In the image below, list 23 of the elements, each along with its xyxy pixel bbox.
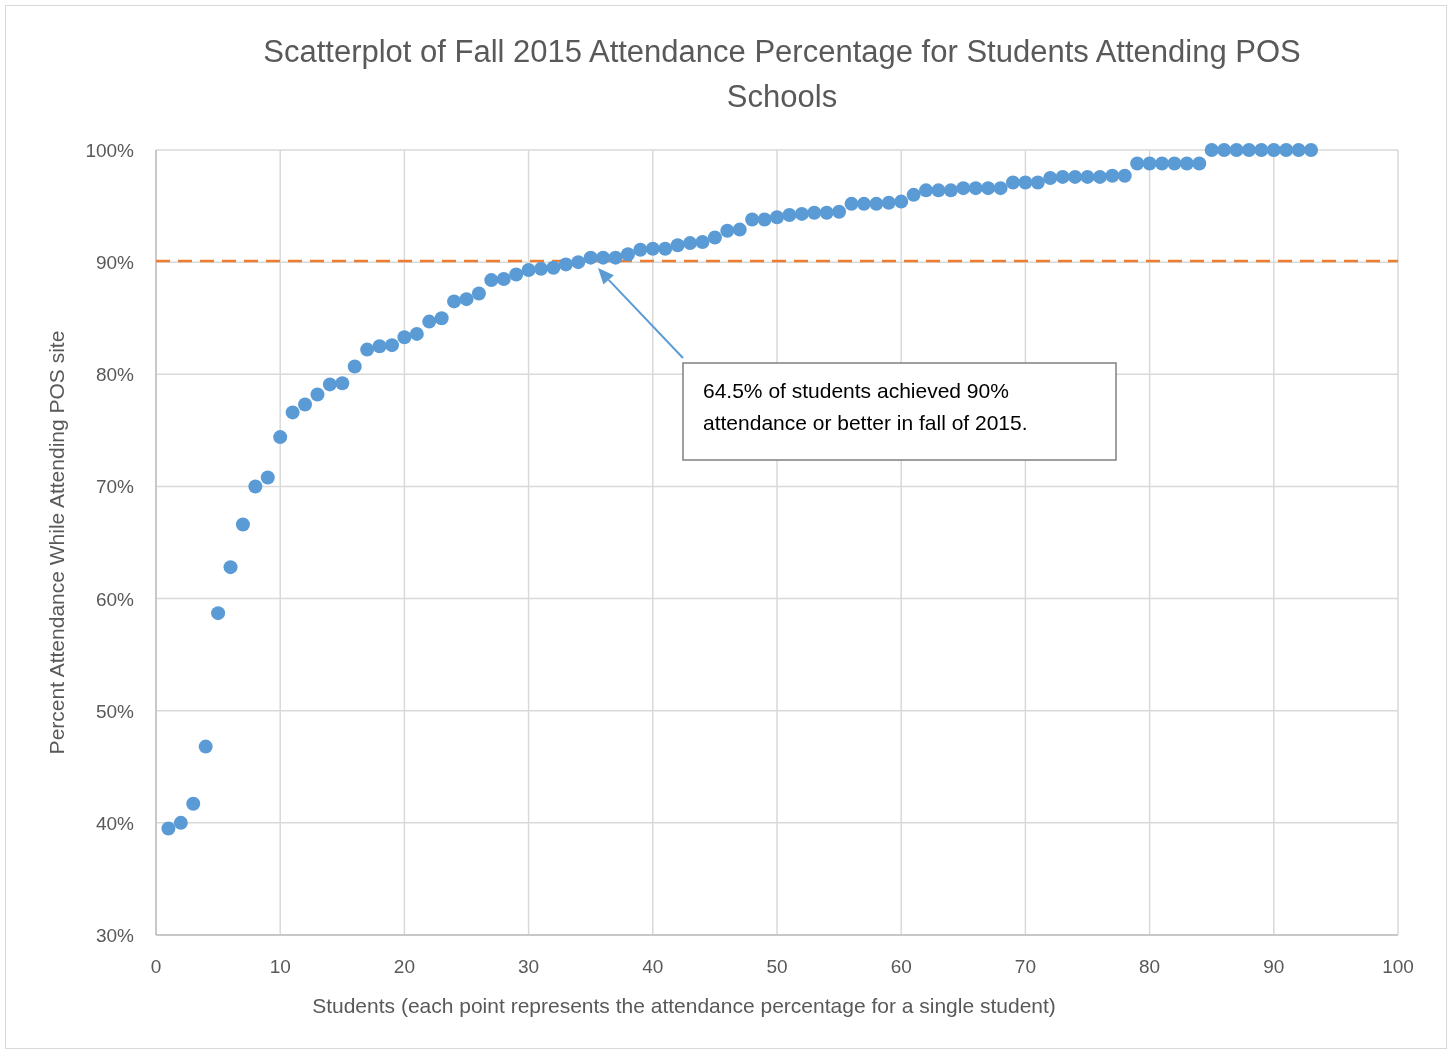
x-tick-label: 30 <box>518 956 540 977</box>
x-tick-label: 40 <box>642 956 664 977</box>
x-tick-label: 20 <box>393 956 415 977</box>
y-tick-label: 80% <box>95 364 135 386</box>
x-tick-label: 100 <box>1382 956 1414 977</box>
x-tick-label: 0 <box>150 956 162 977</box>
x-tick-label: 10 <box>269 956 291 977</box>
y-tick-label: 70% <box>95 476 135 498</box>
chart-title: Scatterplot of Fall 2015 Attendance Percentage for Students Attending POS Schools <box>263 34 1301 114</box>
x-tick-label: 60 <box>890 956 912 977</box>
x-tick-label: 50 <box>766 956 788 977</box>
x-tick-label: 80 <box>1139 956 1161 977</box>
x-tick-label: 70 <box>1014 956 1036 977</box>
y-axis-title: Percent Attendance While Attending POS site <box>45 330 68 755</box>
x-tick-label: 90 <box>1263 956 1285 977</box>
y-tick-label: 30% <box>95 925 135 946</box>
y-tick-label: 100% <box>85 140 135 161</box>
y-tick-label: 90% <box>95 252 135 274</box>
y-tick-label: 60% <box>95 588 135 610</box>
x-axis-title: Students (each point represents the attendance percentage for a single student) <box>312 994 1056 1017</box>
y-tick-label: 40% <box>95 812 135 834</box>
y-tick-label: 50% <box>95 700 135 722</box>
annotation: 64.5% of students achieved 90% attendance or better in fall of 2015. <box>703 379 1028 434</box>
